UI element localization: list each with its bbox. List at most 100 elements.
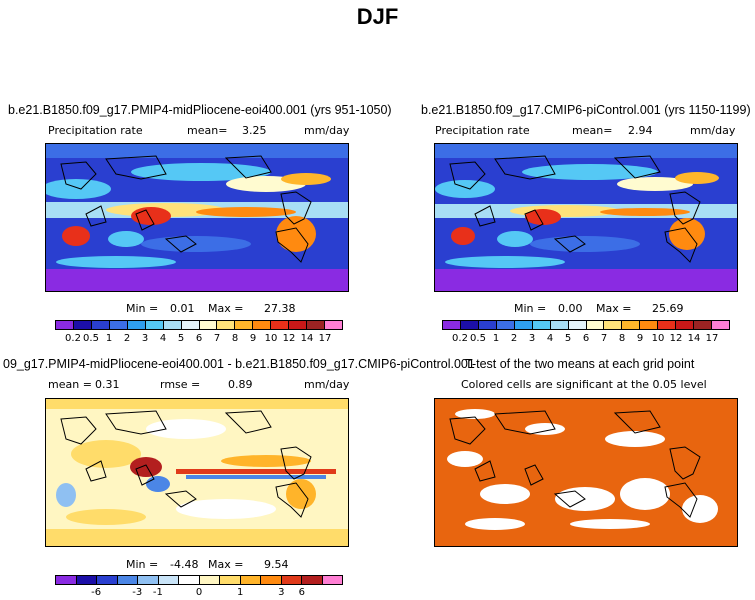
min-value-bottom-left: -4.48 [170, 558, 199, 571]
colorbar-swatch [604, 321, 623, 329]
mean-value-top-left: 3.25 [242, 124, 267, 137]
colorbar-tick-label: 2 [123, 333, 131, 344]
colorbar-ticks-top-right: 0.2 0.5 1 2 3 4 5 6 7 8 9 10 12 14 17 [442, 333, 728, 345]
colorbar-tick-label: 0 [195, 587, 203, 598]
max-label-top-right: Max = [596, 302, 632, 315]
colorbar-tick-label: 10 [264, 333, 278, 344]
colorbar-tick-label: 8 [231, 333, 239, 344]
case-title-top-left: b.e21.B1850.f09_g17.PMIP4-midPliocene-eo… [8, 103, 392, 117]
rmse-value-bottom-left: 0.89 [228, 378, 253, 391]
precip-map-graphic [46, 144, 348, 291]
colorbar-tick-label: 5 [177, 333, 185, 344]
min-label-top-left: Min = [126, 302, 159, 315]
subtitle-bottom-right: Colored cells are significant at the 0.0… [461, 378, 707, 391]
colorbar-swatch [302, 576, 323, 584]
colorbar-tick-label: 10 [651, 333, 665, 344]
colorbar-swatch [138, 576, 159, 584]
colorbar-swatch [109, 321, 128, 329]
colorbar-swatch [235, 321, 254, 329]
min-label-top-right: Min = [514, 302, 547, 315]
colorbar-tick-label: 3 [528, 333, 536, 344]
colorbar-swatch [550, 321, 569, 329]
precip-map-top-left [45, 143, 349, 292]
min-value-top-left: 0.01 [170, 302, 195, 315]
variable-label-top-right: Precipitation rate [435, 124, 530, 137]
rmse-label-bottom-left: rmse = [160, 378, 201, 391]
colorbar-swatch [496, 321, 515, 329]
colorbar-swatch [478, 321, 497, 329]
colorbar-swatch [163, 321, 182, 329]
case-title-bottom-left: 09_g17.PMIP4-midPliocene-eoi400.001 - b.… [3, 357, 475, 371]
colorbar-swatch [158, 576, 179, 584]
colorbar-swatch [179, 576, 200, 584]
colorbar-swatch [514, 321, 533, 329]
colorbar-tick-label: 4 [546, 333, 554, 344]
colorbar-swatch [658, 321, 677, 329]
min-value-top-right: 0.00 [558, 302, 583, 315]
colorbar-swatch [532, 321, 551, 329]
precip-map-graphic [435, 144, 737, 291]
colorbar-tick-label: 0.2 [452, 333, 468, 344]
mean-label-top-right: mean= [572, 124, 613, 137]
colorbar-top-left [55, 320, 343, 330]
colorbar-swatch [220, 576, 241, 584]
colorbar-tick-label: 0.2 [65, 333, 81, 344]
difference-map [45, 398, 349, 547]
variable-label-top-left: Precipitation rate [48, 124, 143, 137]
colorbar-swatch [443, 321, 461, 329]
colorbar-tick-label: 14 [300, 333, 314, 344]
colorbar-swatch [460, 321, 479, 329]
max-value-top-right: 25.69 [652, 302, 684, 315]
colorbar-swatch [253, 321, 272, 329]
colorbar-swatch [622, 321, 641, 329]
colorbar-swatch [325, 321, 342, 329]
colorbar-swatch [261, 576, 282, 584]
max-label-top-left: Max = [208, 302, 244, 315]
units-top-right: mm/day [690, 124, 736, 137]
units-bottom-left: mm/day [304, 378, 350, 391]
colorbar-ticks-top-left: 0.2 0.5 1 2 3 4 5 6 7 8 9 10 12 14 17 [55, 333, 341, 345]
colorbar-swatch [73, 321, 92, 329]
max-label-bottom-left: Max = [208, 558, 244, 571]
colorbar-swatch [676, 321, 695, 329]
colorbar-tick-label: 1 [492, 333, 500, 344]
case-title-bottom-right: T-test of the two means at each grid poi… [465, 357, 695, 371]
colorbar-swatch [217, 321, 236, 329]
colorbar-swatch [271, 321, 290, 329]
colorbar-swatch [640, 321, 659, 329]
colorbar-tick-label: 6 [195, 333, 203, 344]
colorbar-ticks-bottom-left: -6 -3 -1 0 1 3 6 [55, 587, 341, 599]
colorbar-tick-label: -1 [152, 587, 163, 598]
colorbar-swatch [145, 321, 164, 329]
units-top-left: mm/day [304, 124, 350, 137]
significance-map [434, 398, 738, 547]
colorbar-swatch [181, 321, 200, 329]
colorbar-swatch [568, 321, 587, 329]
colorbar-swatch [117, 576, 138, 584]
colorbar-swatch [56, 576, 77, 584]
difference-map-graphic [46, 399, 348, 546]
colorbar-bottom-left [55, 575, 343, 585]
colorbar-tick-label: 3 [278, 587, 285, 598]
mean-value-top-right: 2.94 [628, 124, 653, 137]
colorbar-swatch [199, 576, 220, 584]
colorbar-tick-label: 1 [105, 333, 113, 344]
colorbar-swatch [307, 321, 326, 329]
colorbar-swatch [240, 576, 261, 584]
case-title-top-right: b.e21.B1850.f09_g17.CMIP6-piControl.001 … [421, 103, 751, 117]
colorbar-tick-label: -3 [132, 587, 143, 598]
colorbar-tick-label: 9 [249, 333, 257, 344]
colorbar-tick-label: 2 [510, 333, 518, 344]
colorbar-top-right [442, 320, 730, 330]
colorbar-tick-label: 0.5 [83, 333, 99, 344]
max-value-bottom-left: 9.54 [264, 558, 289, 571]
colorbar-swatch [56, 321, 74, 329]
colorbar-swatch [289, 321, 308, 329]
colorbar-tick-label: 7 [213, 333, 221, 344]
colorbar-tick-label: 0.5 [470, 333, 486, 344]
colorbar-tick-label: 12 [282, 333, 296, 344]
colorbar-swatch [322, 576, 342, 584]
colorbar-tick-label: 9 [636, 333, 644, 344]
colorbar-tick-label: 6 [298, 587, 306, 598]
precip-map-top-right [434, 143, 738, 292]
